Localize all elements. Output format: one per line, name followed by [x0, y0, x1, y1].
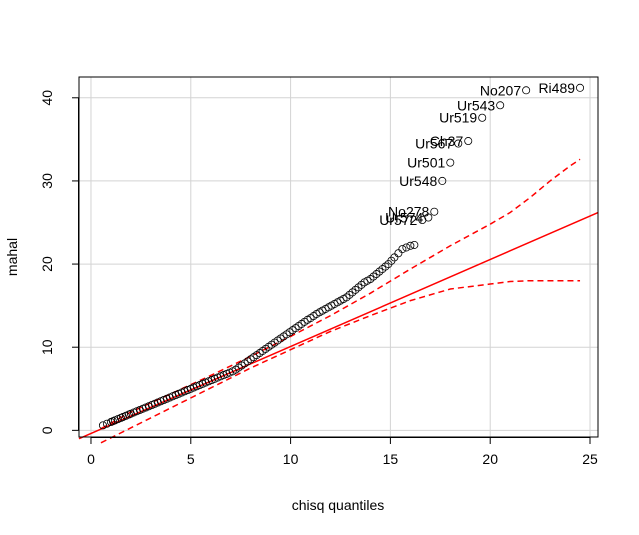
data-point [369, 272, 378, 281]
outlier-point [464, 137, 473, 146]
y-tick-label: 20 [39, 256, 55, 272]
y-tick-label: 0 [39, 426, 55, 434]
x-tick-label: 0 [87, 451, 95, 467]
outlier-label: No207 [480, 82, 521, 98]
outlier-label: Ur519 [439, 110, 477, 126]
y-tick-label: 40 [39, 90, 55, 106]
outlier-label: Ur567 [415, 136, 453, 152]
data-point [375, 267, 384, 276]
x-tick-label: 15 [383, 451, 399, 467]
data-point [410, 240, 419, 249]
data-point [378, 265, 387, 274]
x-tick-label: 5 [187, 451, 195, 467]
confidence-envelope [100, 158, 581, 444]
outlier-label: Ur574 [385, 210, 423, 226]
outlier-label: Ri489 [538, 80, 575, 96]
outlier-point [430, 207, 439, 216]
data-point [406, 241, 415, 250]
data-point [366, 275, 375, 284]
data-point [348, 288, 357, 297]
envelope-upper-line [100, 158, 581, 430]
outlier-label: Ur548 [399, 173, 437, 189]
outlier-point [522, 86, 531, 95]
outlier-label: Ch37 [430, 133, 464, 149]
envelope-lower-line [100, 279, 581, 444]
outlier-point [424, 213, 433, 222]
outlier-point [438, 176, 447, 185]
data-point [398, 245, 407, 254]
data-points [98, 83, 585, 430]
axes: 0 5 10 15 20 25 0 10 20 30 40 [39, 90, 598, 467]
data-point [351, 285, 360, 294]
data-point [354, 283, 363, 292]
grid-lines [79, 77, 598, 437]
x-tick-label: 25 [582, 451, 598, 467]
outlier-label: No278 [388, 204, 429, 220]
data-point [357, 280, 366, 289]
reference-line [78, 211, 599, 440]
outlier-point [576, 83, 585, 92]
outlier-point [478, 113, 487, 122]
x-axis-label: chisq quantiles [292, 497, 385, 513]
data-point [345, 290, 354, 299]
y-tick-label: 10 [39, 339, 55, 355]
outlier-point [446, 158, 455, 167]
outlier-point [454, 139, 463, 148]
plot-frame [78, 76, 599, 438]
x-tick-label: 10 [283, 451, 299, 467]
data-point [394, 249, 403, 258]
data-point [390, 253, 399, 262]
x-tick-label: 20 [482, 451, 498, 467]
y-axis-label: mahal [4, 238, 20, 276]
reference-line-group [78, 211, 599, 440]
data-point [381, 262, 390, 271]
data-point [402, 243, 411, 252]
outlier-label: Ur501 [407, 155, 445, 171]
outlier-label: Ur543 [457, 97, 495, 113]
y-tick-label: 30 [39, 173, 55, 189]
outlier-point [496, 101, 505, 110]
data-point [98, 421, 107, 430]
outlier-label: Ur572 [379, 212, 417, 228]
data-point [372, 270, 381, 279]
data-point [342, 293, 351, 302]
